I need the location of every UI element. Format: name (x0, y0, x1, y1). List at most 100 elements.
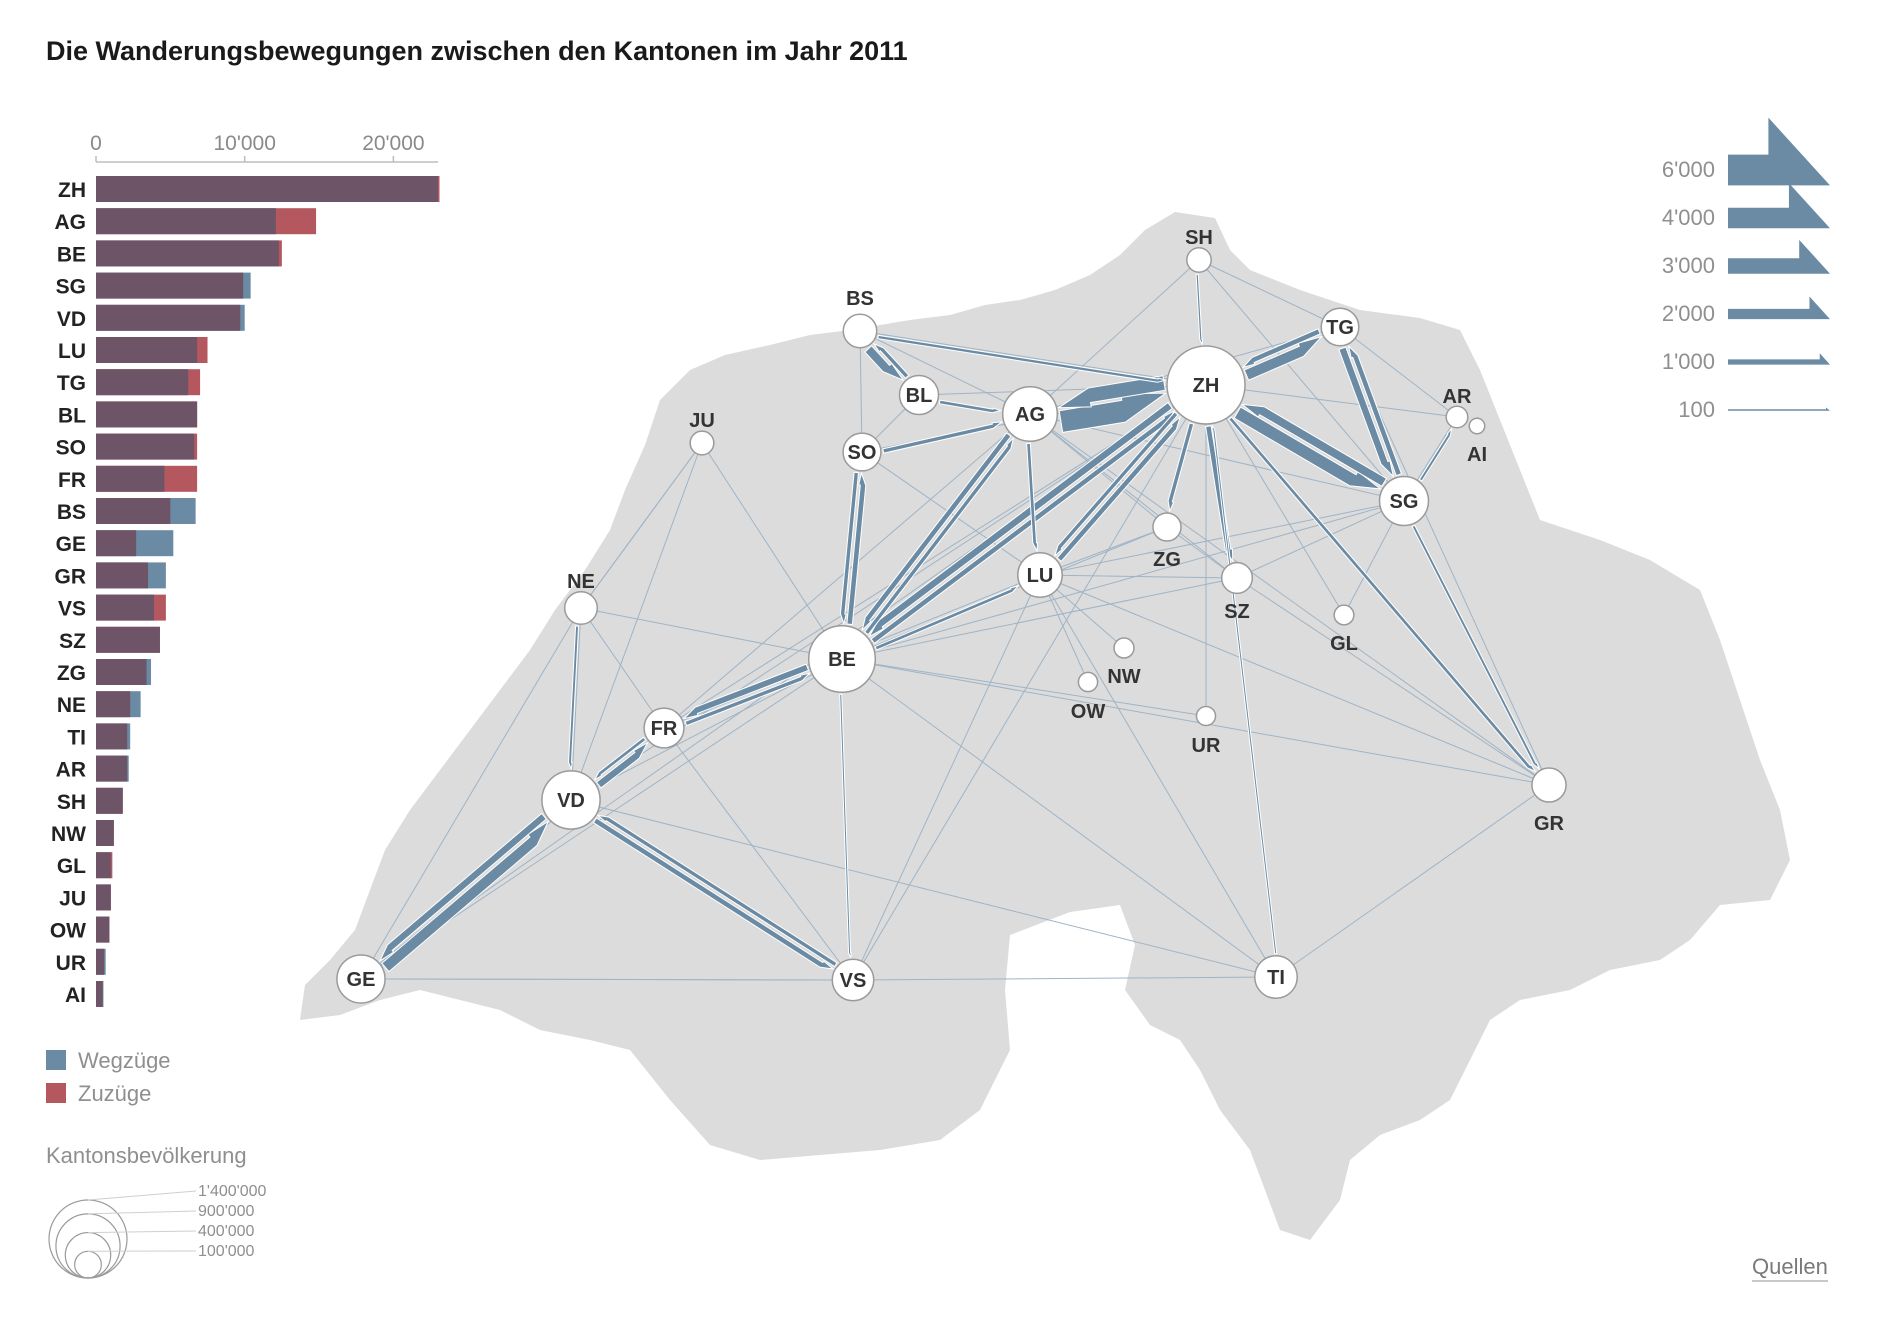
flow-thin-be-sz (841, 577, 1238, 660)
bar-label-so: SO (56, 437, 86, 460)
flow-zh-zg[interactable] (1167, 422, 1195, 513)
canton-node-sg[interactable] (1378, 475, 1430, 527)
bar-overlap-so (96, 433, 195, 460)
flow-ag-lu[interactable] (1026, 442, 1039, 553)
canton-node-vd[interactable] (541, 770, 601, 830)
canton-node-sz[interactable] (1220, 561, 1254, 595)
flow-vd-ge[interactable] (378, 812, 548, 963)
flow-vs-vd[interactable] (596, 814, 838, 968)
flow-bs-zh[interactable] (877, 334, 1168, 383)
flow-sg-tg[interactable] (1347, 344, 1403, 477)
flow-ag-zh[interactable] (1058, 392, 1168, 433)
canton-label-sz: SZ (1224, 601, 1250, 623)
canton-node-ne[interactable] (563, 590, 599, 626)
flow-ag-be[interactable] (861, 432, 1012, 632)
bar-label-ju: JU (59, 887, 86, 910)
arrow-scale-shape (1728, 296, 1830, 320)
canton-node-ju[interactable] (689, 430, 715, 456)
canton-node-bl[interactable] (898, 374, 940, 416)
flow-zh-be[interactable] (868, 401, 1174, 638)
bar-overlap-ur (96, 948, 105, 975)
canton-node-sh[interactable] (1186, 247, 1212, 273)
flow-ne-vd[interactable] (568, 625, 580, 771)
flow-bl-ag[interactable] (938, 399, 1003, 414)
flow-be-fr[interactable] (682, 663, 810, 720)
flow-so-be[interactable] (839, 471, 860, 626)
flow-be-ag[interactable] (863, 436, 1015, 636)
flow-bl-bs[interactable] (872, 342, 910, 379)
arrow-scale-shape (1728, 353, 1830, 365)
canton-node-zh[interactable] (1166, 345, 1246, 425)
canton-node-tg[interactable] (1320, 307, 1360, 347)
flow-thin-lu-sz (1039, 574, 1238, 579)
flow-zh-sg[interactable] (1233, 406, 1383, 490)
flow-zh-tg[interactable] (1243, 335, 1324, 381)
canton-node-zg[interactable] (1152, 512, 1182, 542)
canton-node-ar[interactable] (1445, 405, 1469, 429)
flow-bs-bl[interactable] (864, 345, 905, 382)
flow-fr-be[interactable] (684, 672, 812, 727)
population-scale-circle (48, 1199, 128, 1279)
bar-label-ne: NE (57, 694, 86, 717)
canton-node-gl[interactable] (1333, 604, 1355, 626)
flow-thin-ti-lu (1039, 574, 1277, 978)
arrow-scale-label: 3'000 (1662, 253, 1715, 278)
arrow-scale-label: 4'000 (1662, 205, 1715, 230)
canton-node-bs[interactable] (842, 313, 878, 349)
population-legend-title: Kantonsbevölkerung (46, 1143, 247, 1168)
flow-thin-be-ur (841, 658, 1207, 717)
flow-sg-zh[interactable] (1240, 403, 1388, 487)
canton-node-ur[interactable] (1195, 705, 1217, 727)
canton-label-so: SO (848, 442, 877, 464)
flow-so-ag[interactable] (882, 421, 1004, 454)
bar-overlap-zg (96, 659, 147, 685)
flow-zh-gr[interactable] (1228, 416, 1537, 773)
flow-ge-vd[interactable] (381, 819, 550, 973)
canton-node-nw[interactable] (1113, 637, 1135, 659)
canton-node-vs[interactable] (831, 958, 875, 1002)
bar-overlap-bl (96, 401, 198, 428)
flow-vd-vs[interactable] (592, 817, 835, 970)
arrow-scale-label: 1'000 (1662, 349, 1715, 374)
flow-vd-fr[interactable] (595, 741, 649, 789)
bar-overlap-bs (96, 498, 171, 524)
canton-node-ow[interactable] (1077, 671, 1099, 693)
canton-node-be[interactable] (807, 624, 877, 694)
bar-label-ti: TI (67, 726, 86, 749)
flow-be-vs[interactable] (839, 693, 852, 960)
bar-axis-tick-label: 0 (90, 132, 102, 155)
canton-node-so[interactable] (842, 432, 882, 472)
canton-node-ti[interactable] (1254, 955, 1298, 999)
flow-zh-ag[interactable] (1056, 375, 1166, 409)
flow-sh-zh[interactable] (1195, 273, 1204, 346)
canton-label-fr: FR (651, 718, 678, 740)
flow-ti-zh[interactable] (1211, 423, 1278, 955)
flow-tg-zh[interactable] (1241, 328, 1321, 369)
bars-layer: ZH AG BE SG VD LU TG BL SO FR BS GE GR VS SZ ZG NE TI AR SH… (50, 176, 440, 1007)
flow-zh-lu[interactable] (1053, 411, 1179, 558)
flow-lu-zh[interactable] (1056, 415, 1182, 563)
canton-node-ai[interactable] (1468, 417, 1486, 435)
flow-tg-sg[interactable] (1338, 346, 1395, 479)
canton-node-ge[interactable] (336, 954, 386, 1004)
canton-node-gr[interactable] (1531, 767, 1567, 803)
bar-overlap-vd (96, 304, 241, 331)
flow-be-so[interactable] (846, 471, 867, 626)
canton-node-ag[interactable] (1001, 385, 1059, 443)
bar-overlap-zh (96, 176, 438, 202)
flow-sg-ar[interactable] (1418, 426, 1453, 482)
sources-link[interactable]: Quellen (1752, 1254, 1828, 1282)
canton-node-lu[interactable] (1017, 552, 1063, 598)
canton-node-fr[interactable] (643, 707, 685, 749)
canton-label-nw: NW (1107, 666, 1140, 688)
legend-label-wegzuege: Wegzüge (78, 1048, 171, 1073)
flow-be-lu[interactable] (874, 584, 1020, 651)
flow-sg-gr[interactable] (1411, 524, 1541, 771)
flow-fr-vd[interactable] (593, 736, 647, 782)
arrow-scale-shape (1728, 117, 1830, 186)
arrow-scale-shape (1728, 183, 1830, 229)
bar-label-gr: GR (55, 565, 87, 588)
bar-overlap-sg (96, 272, 244, 299)
flow-be-zh[interactable] (870, 409, 1176, 645)
